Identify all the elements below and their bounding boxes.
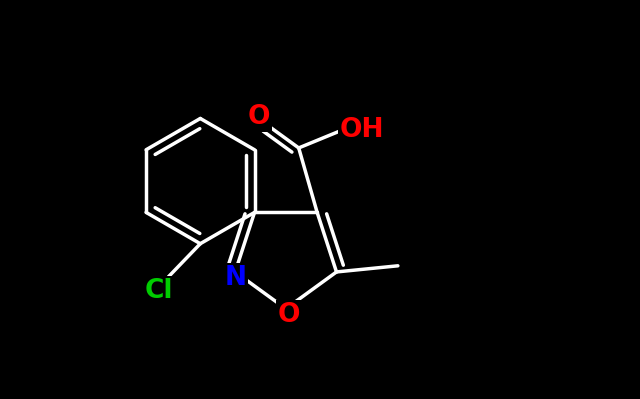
Text: N: N [224,265,246,291]
Text: O: O [248,104,270,130]
Text: Cl: Cl [145,278,173,304]
Text: O: O [278,302,300,328]
Text: OH: OH [340,117,384,142]
